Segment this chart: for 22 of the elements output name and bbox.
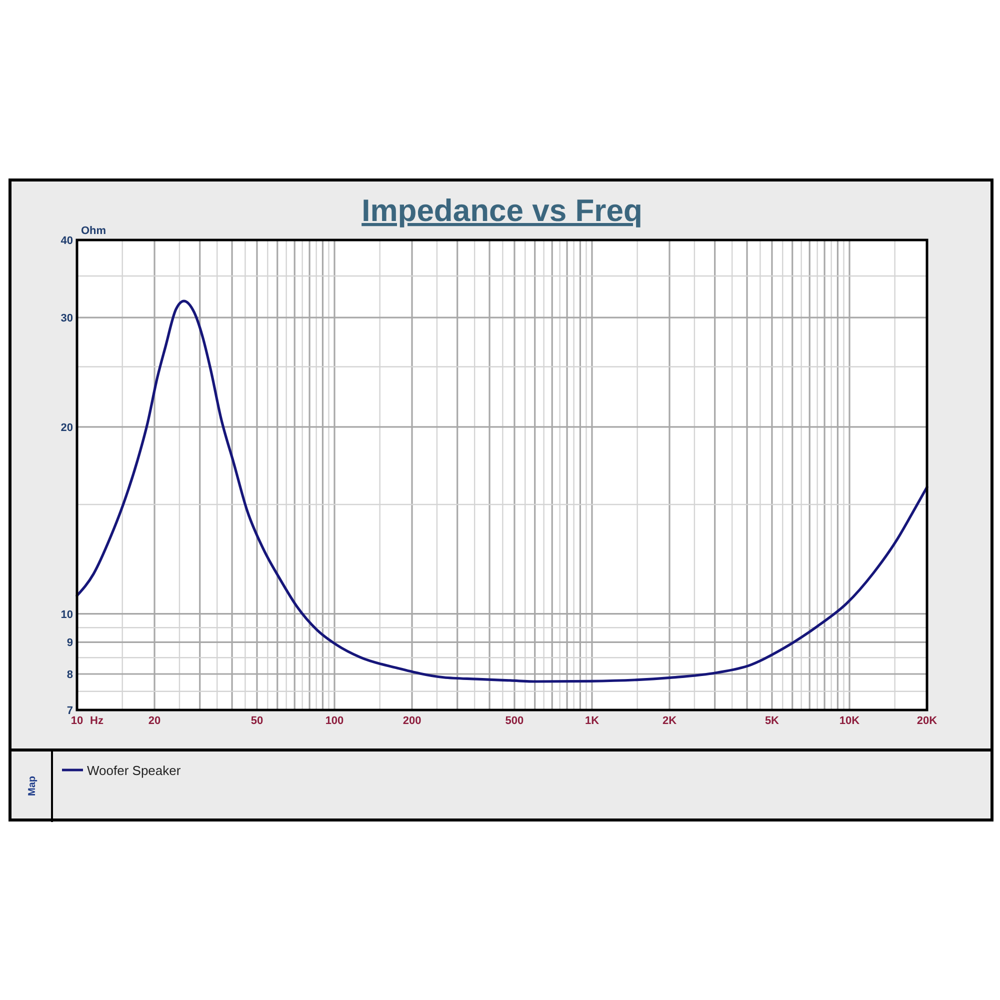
y-tick-label: 20 xyxy=(60,422,73,434)
x-tick-label: 100 xyxy=(325,715,344,727)
x-tick-label: 5K xyxy=(764,715,780,727)
y-tick-label: 8 xyxy=(66,668,73,681)
x-tick-label: 20K xyxy=(916,715,938,727)
x-tick-label: 10K xyxy=(839,715,860,727)
y-tick-label: 9 xyxy=(66,637,73,650)
x-tick-label: 1K xyxy=(584,715,600,727)
x-tick-label: 500 xyxy=(505,715,524,727)
y-axis-title: Ohm xyxy=(81,225,106,237)
x-tick-label: 50 xyxy=(250,715,264,727)
y-tick-label: 7 xyxy=(66,705,73,717)
y-tick-label: 10 xyxy=(60,608,73,621)
x-tick-label: 20 xyxy=(148,715,161,727)
chart-title: Impedance vs Freq xyxy=(362,193,642,228)
x-tick-label: 2K xyxy=(662,715,677,727)
legend-label: Woofer Speaker xyxy=(87,763,182,778)
y-tick-label: 40 xyxy=(60,235,73,247)
legend-title: Map xyxy=(27,776,38,796)
x-tick-label: 200 xyxy=(402,715,422,727)
x-axis-title: Hz xyxy=(90,715,104,727)
y-tick-label: 30 xyxy=(60,312,73,325)
